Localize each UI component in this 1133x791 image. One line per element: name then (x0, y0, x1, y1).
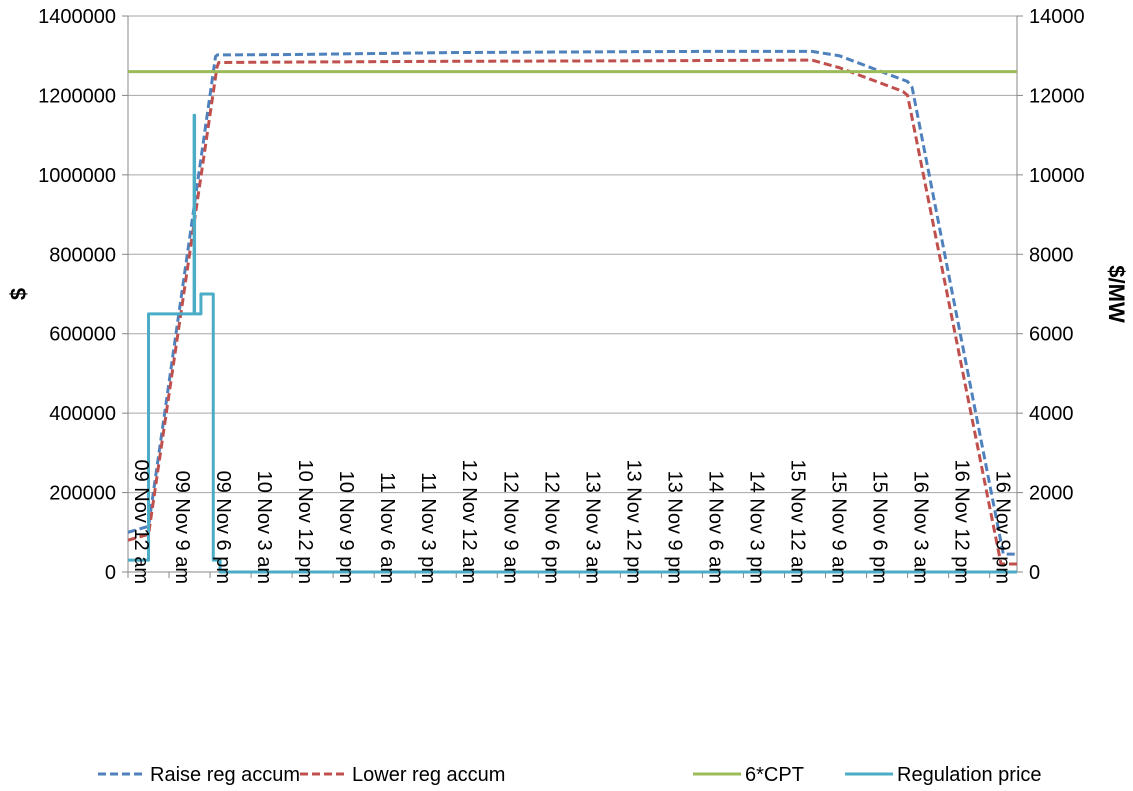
series-line-4 (128, 113, 1017, 574)
legend-entry: Raise reg accum (150, 764, 300, 786)
x-axis-tick-label: 13 Nov 12 pm (622, 459, 644, 584)
x-axis-tick-label: 14 Nov 3 pm (745, 471, 767, 584)
left-axis-tick-label: 1000000 (38, 165, 116, 187)
right-axis-tick-label: 6000 (1029, 324, 1074, 346)
x-axis-tick-label: 15 Nov 12 am (786, 459, 808, 584)
left-axis-tick-label: 200000 (49, 483, 116, 505)
right-axis-title: $/MW (1104, 265, 1129, 323)
left-axis-tick-label: 0 (105, 562, 116, 584)
x-axis-tick-label: 15 Nov 9 am (828, 471, 850, 584)
x-axis-tick-label: 14 Nov 6 am (704, 471, 726, 584)
x-axis-tick-label: 16 Nov 3 am (910, 471, 932, 584)
x-axis-tick-label: 09 Nov 12 am (130, 459, 152, 584)
left-axis-tick-labels: 0 200000 400000 600000 800000 1000000 1200000 1… (38, 6, 116, 584)
x-axis-tick-label: 12 Nov 12 am (458, 459, 480, 584)
series-line-2 (127, 58, 1017, 566)
x-axis-tick-label: 15 Nov 6 pm (869, 471, 891, 584)
left-axis-tick-label: 1200000 (38, 85, 116, 107)
x-axis-tick-labels: 09 Nov 12 am 09 Nov 9 am 09 Nov 6 pm 10 Nov… (130, 459, 1014, 584)
x-axis-tick-label: 13 Nov 3 am (581, 471, 603, 584)
x-axis-tick-label: 16 Nov 12 pm (951, 459, 973, 584)
right-axis-tick-label: 14000 (1029, 6, 1085, 28)
series-lines (127, 49, 1017, 574)
right-axis-tick-label: 12000 (1029, 85, 1085, 107)
x-axis-tick-label: 10 Nov 3 am (253, 471, 275, 584)
x-axis-tick-label: 12 Nov 6 pm (540, 471, 562, 584)
legend: Raise reg accum Lower reg accum 6*CPT Regul… (98, 764, 1042, 786)
legend-entry: 6*CPT (745, 764, 804, 786)
x-axis-tick-label: 16 Nov 9 pm (992, 471, 1014, 584)
left-axis-tick-label: 600000 (49, 324, 116, 346)
right-axis-tick-label: 2000 (1029, 483, 1074, 505)
right-axis-tick-label: 8000 (1029, 244, 1074, 266)
left-axis-tick-label: 800000 (49, 244, 116, 266)
gridlines (128, 15, 1017, 494)
right-axis-tick-label: 4000 (1029, 403, 1074, 425)
x-axis-tick-label: 09 Nov 9 am (171, 471, 193, 584)
left-axis-tick-label: 1400000 (38, 6, 116, 28)
legend-entry: Lower reg accum (352, 764, 505, 786)
x-axis-tick-label: 10 Nov 12 pm (294, 459, 316, 584)
x-axis-tick-label: 13 Nov 9 pm (663, 471, 685, 584)
x-axis-tick-label: 11 Nov 6 am (376, 472, 398, 584)
x-axis-tick-label: 09 Nov 6 pm (212, 471, 234, 584)
right-axis-tick-labels: 0 2000 4000 6000 8000 10000 12000 14000 (1029, 6, 1085, 584)
right-axis-tick-label: 10000 (1029, 165, 1085, 187)
right-axis-tick-label: 0 (1029, 562, 1040, 584)
series-line-1 (127, 49, 1017, 556)
x-axis-tick-label: 11 Nov 3 pm (417, 472, 439, 584)
legend-entry: Regulation price (897, 764, 1042, 786)
left-axis-tick-label: 400000 (49, 403, 116, 425)
x-axis-tick-label: 10 Nov 9 pm (335, 471, 357, 584)
left-axis-title: $ (6, 288, 31, 300)
x-axis-tick-label: 12 Nov 9 am (499, 471, 521, 584)
